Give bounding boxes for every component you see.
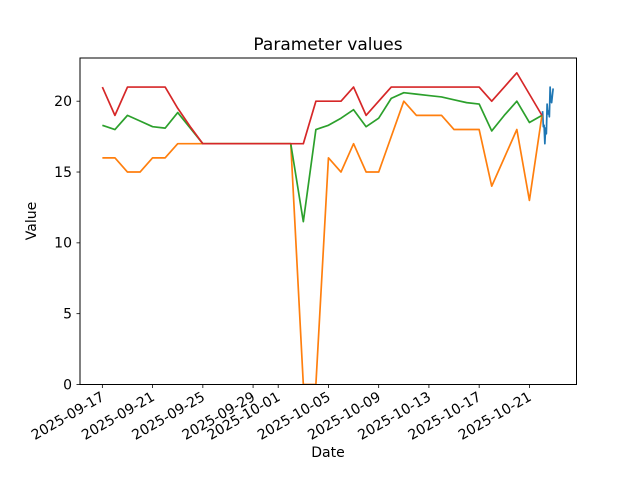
y-tick-label: 15 — [54, 165, 72, 181]
axes-spines — [79, 57, 577, 385]
chart-title: Parameter values — [253, 35, 402, 55]
y-axis-label: Value — [24, 202, 40, 240]
y-tick-label: 10 — [54, 236, 72, 252]
y-tick-label: 0 — [63, 377, 72, 393]
y-tick-label: 5 — [63, 306, 72, 322]
x-axis-label: Date — [311, 445, 344, 461]
series-blue-line — [541, 86, 554, 145]
y-tick-label: 20 — [54, 94, 72, 110]
series-green-line — [102, 91, 543, 223]
series-group — [101, 72, 554, 385]
series-orange-line — [102, 100, 543, 385]
ticks-group: 051015202025-09-172025-09-212025-09-2520… — [29, 94, 535, 444]
series-red-line — [101, 72, 543, 145]
